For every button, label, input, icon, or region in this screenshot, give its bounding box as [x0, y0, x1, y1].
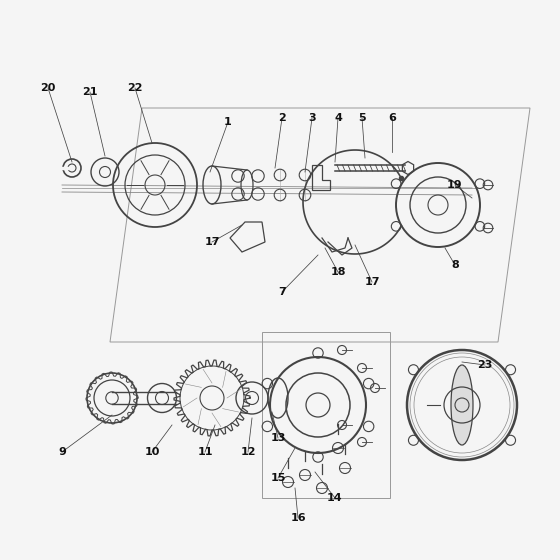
Text: 14: 14 [327, 493, 343, 503]
Text: 23: 23 [477, 360, 493, 370]
Text: 12: 12 [240, 447, 256, 457]
Text: 7: 7 [278, 287, 286, 297]
Text: 11: 11 [197, 447, 213, 457]
Text: 17: 17 [204, 237, 220, 247]
Text: 8: 8 [451, 260, 459, 270]
Text: 19: 19 [447, 180, 463, 190]
Text: 17: 17 [364, 277, 380, 287]
Text: 16: 16 [290, 513, 306, 523]
Text: 20: 20 [40, 83, 55, 93]
Ellipse shape [451, 365, 473, 445]
Text: 21: 21 [82, 87, 98, 97]
Text: 9: 9 [58, 447, 66, 457]
Text: 15: 15 [270, 473, 286, 483]
Text: 5: 5 [358, 113, 366, 123]
Text: 18: 18 [330, 267, 346, 277]
Text: 6: 6 [388, 113, 396, 123]
Text: 3: 3 [308, 113, 316, 123]
Text: 10: 10 [144, 447, 160, 457]
Text: 22: 22 [127, 83, 143, 93]
Text: 2: 2 [278, 113, 286, 123]
Text: 4: 4 [334, 113, 342, 123]
Text: 13: 13 [270, 433, 286, 443]
Text: 1: 1 [224, 117, 232, 127]
